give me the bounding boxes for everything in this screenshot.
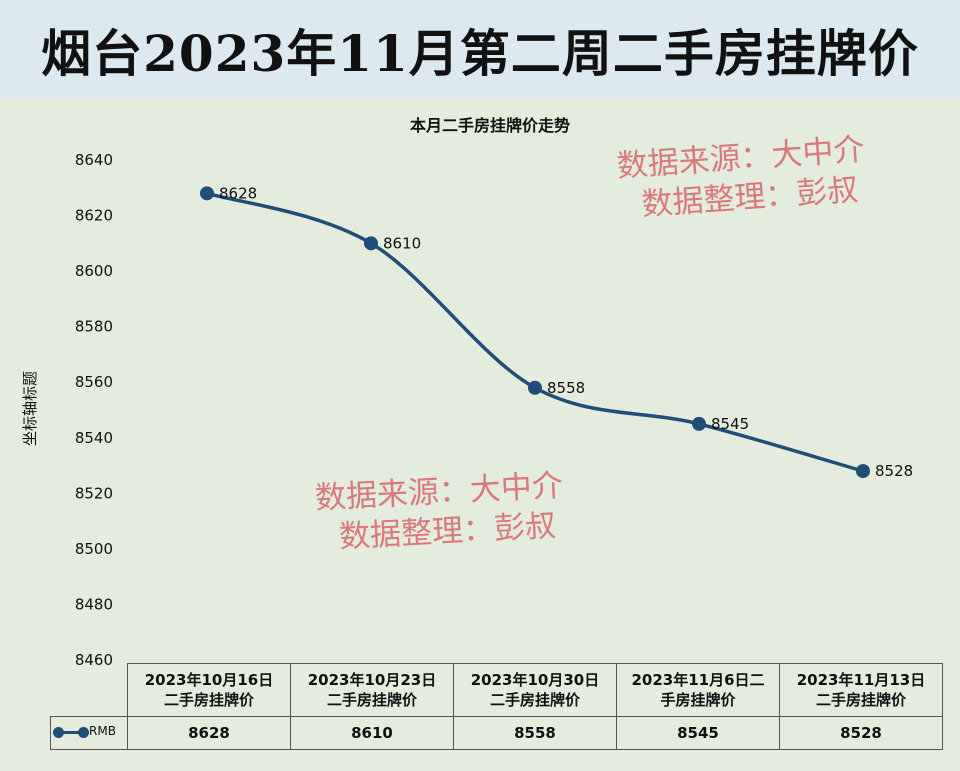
y-tick-label: 8600 — [75, 262, 113, 280]
data-point — [364, 236, 378, 251]
table-value-2: 8610 — [290, 716, 454, 750]
category-header-2: 2023年10月23日 二手房挂牌价 — [290, 663, 454, 717]
data-label: 8545 — [711, 415, 749, 433]
plot-background — [0, 98, 960, 771]
data-point — [200, 186, 214, 201]
data-table: 2023年10月16日 二手房挂牌价 2023年10月23日 二手房挂牌价 2023… — [50, 663, 943, 750]
data-label: 8610 — [383, 234, 421, 252]
title-banner: 烟台2023年11月第二周二手房挂牌价 — [0, 0, 960, 98]
y-tick-label: 8580 — [75, 318, 113, 336]
data-label: 8558 — [547, 379, 585, 397]
data-label: 8628 — [219, 184, 257, 202]
y-tick-label: 8500 — [75, 540, 113, 558]
table-value-3: 8558 — [453, 716, 617, 750]
legend-line-marker — [57, 731, 85, 734]
table-value-1: 8628 — [127, 716, 291, 750]
category-header-4: 2023年11月6日二 手房挂牌价 — [616, 663, 780, 717]
data-point — [692, 416, 706, 431]
y-tick-label: 8480 — [75, 595, 113, 613]
legend-series-name: RMB — [89, 724, 116, 738]
legend-dot-marker — [53, 727, 64, 738]
banner-title: 烟台2023年11月第二周二手房挂牌价 — [41, 24, 919, 83]
y-tick-label: 8560 — [75, 373, 113, 391]
legend-key: RMB — [50, 716, 128, 750]
table-value-4: 8545 — [616, 716, 780, 750]
data-point — [528, 380, 542, 395]
chart-title: 本月二手房挂牌价走势 — [409, 116, 570, 135]
category-header-5: 2023年11月13日 二手房挂牌价 — [779, 663, 943, 717]
category-header-3: 2023年10月30日 二手房挂牌价 — [453, 663, 617, 717]
y-tick-label: 8620 — [75, 207, 113, 225]
y-tick-label: 8520 — [75, 484, 113, 502]
table-corner — [50, 663, 128, 717]
y-tick-label: 8640 — [75, 151, 113, 169]
category-header-1: 2023年10月16日 二手房挂牌价 — [127, 663, 291, 717]
y-tick-label: 8540 — [75, 429, 113, 447]
legend-dot-marker — [78, 727, 89, 738]
data-label: 8528 — [875, 462, 913, 480]
table-value-5: 8528 — [779, 716, 943, 750]
series-line-rmb — [206, 191, 864, 473]
data-point — [856, 464, 870, 479]
